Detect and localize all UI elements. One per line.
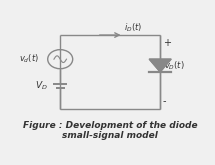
Text: +: +	[163, 38, 171, 48]
Text: $i_D(t)$: $i_D(t)$	[124, 22, 143, 34]
Text: $v_D(t)$: $v_D(t)$	[164, 59, 185, 72]
Text: $v_d(t)$: $v_d(t)$	[19, 53, 39, 66]
Text: -: -	[163, 96, 166, 106]
Text: small-signal model: small-signal model	[62, 131, 158, 140]
Text: $V_D$: $V_D$	[35, 80, 48, 92]
Polygon shape	[149, 59, 171, 72]
Text: Figure : Development of the diode: Figure : Development of the diode	[23, 121, 198, 130]
